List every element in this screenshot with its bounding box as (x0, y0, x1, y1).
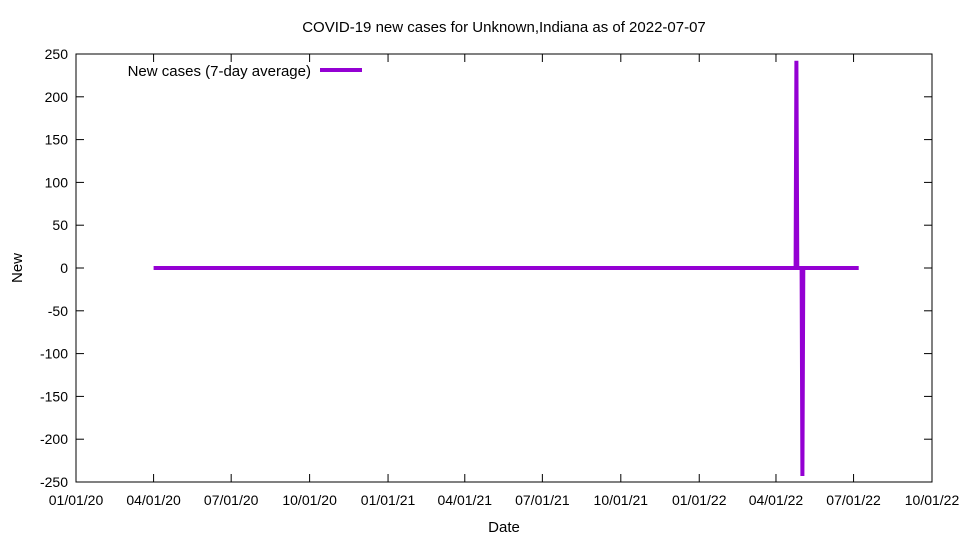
x-tick-label: 10/01/22 (905, 492, 960, 508)
y-tick-label: 0 (60, 260, 68, 276)
x-axis-label: Date (488, 519, 520, 536)
x-tick-label: 07/01/21 (515, 492, 570, 508)
x-tick-label: 04/01/22 (749, 492, 804, 508)
y-tick-label: 200 (45, 89, 69, 105)
x-tick-label: 01/01/21 (361, 492, 416, 508)
y-tick-label: -50 (48, 303, 68, 319)
x-tick-label: 10/01/20 (282, 492, 337, 508)
y-tick-label: -250 (40, 474, 68, 490)
series-line (153, 60, 859, 477)
x-tick-label: 04/01/20 (126, 492, 181, 508)
x-tick-label: 01/01/20 (49, 492, 104, 508)
legend-label: New cases (7-day average) (128, 63, 311, 80)
x-tick-label: 04/01/21 (438, 492, 493, 508)
x-tick-label: 07/01/22 (826, 492, 881, 508)
x-tick-label: 01/01/22 (672, 492, 727, 508)
y-tick-label: -200 (40, 431, 68, 447)
x-tick-label: 07/01/20 (204, 492, 259, 508)
y-tick-label: 100 (45, 174, 69, 190)
y-tick-label: -100 (40, 346, 68, 362)
y-axis-label: New (9, 253, 26, 283)
plot-area (153, 60, 859, 477)
y-tick-label: 250 (45, 46, 69, 62)
ticks: -250 -200 -150 -100 -50 0 50 100 150 200 250 01/01/… (40, 46, 959, 508)
y-tick-label: -150 (40, 388, 68, 404)
chart-title: COVID-19 new cases for Unknown,Indiana a… (302, 19, 706, 36)
y-tick-label: 150 (45, 132, 69, 148)
y-tick-label: 50 (52, 217, 68, 233)
x-tick-label: 10/01/21 (594, 492, 649, 508)
plot-frame (75, 53, 933, 483)
legend: New cases (7-day average) (128, 63, 362, 80)
